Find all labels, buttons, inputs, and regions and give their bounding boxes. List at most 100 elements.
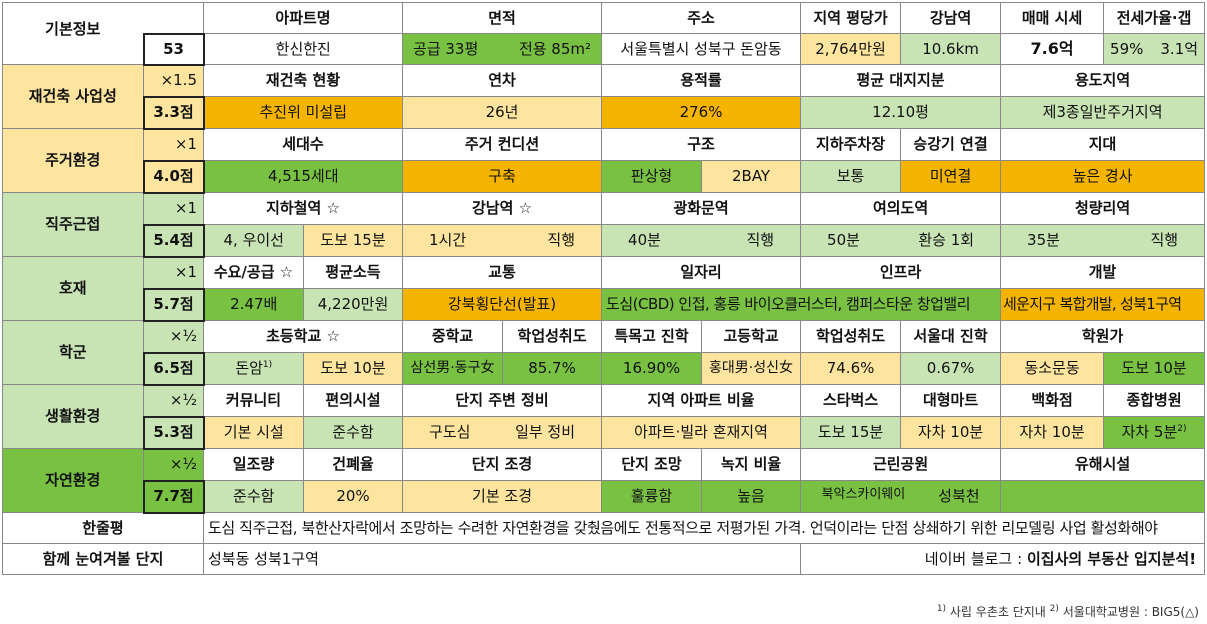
park-value: 북악스카이웨이 성북천	[800, 480, 1002, 513]
apt-name-header: 아파트명	[202, 2, 404, 34]
school-score: 6.5점	[142, 351, 205, 386]
summary-row: 한줄평 도심 직주근접, 북한산자락에서 조망하는 수려한 자연환경을 갖췄음에…	[2, 512, 1206, 544]
yeouido-commute-value: 50분 환승 1회	[800, 224, 1002, 257]
jobs-header: 일자리	[601, 256, 802, 289]
nature-weight: ×½	[143, 448, 204, 481]
income-value: 4,220만원	[302, 288, 404, 321]
summary-label: 한줄평	[2, 512, 204, 544]
nature-value-row: 7.7점 준수함 20% 기본 조경 훌륭함 높음 북악스카이웨이 성북천	[3, 479, 1206, 514]
community-value: 기본 시설	[203, 416, 304, 449]
high-achievement-value: 74.6%	[800, 352, 902, 385]
condition-header: 주거 컨디션	[402, 128, 603, 161]
elementary-name-value: 돈암1)	[203, 352, 304, 385]
life-weight: ×½	[143, 384, 204, 417]
income-header: 평균소득	[302, 256, 404, 289]
basic-value-row: 53 한신한진 공급 33평 전용 85m² 서울특별시 성북구 돈암동 2,76…	[3, 32, 1206, 66]
together-row: 함께 눈여겨볼 단지 성북동 성북1구역 네이버 블로그 : 이집사의 부동산 …	[2, 543, 1206, 575]
hospital-value: 자차 5분2)	[1103, 416, 1206, 449]
apt-name: 한신한진	[202, 33, 404, 65]
coverage-header: 건폐율	[302, 448, 404, 481]
apt-ratio-header: 지역 아파트 비율	[601, 384, 802, 417]
structure-header: 구조	[601, 128, 802, 161]
development-value: 세운지구 복합개발, 성북1구역	[1000, 288, 1206, 321]
dev-weight: ×1	[143, 256, 204, 289]
gangnam-station-header: 강남역 ☆	[402, 192, 603, 225]
high-achievement-header: 학업성취도	[800, 320, 902, 353]
middle-achievement-header: 학업성취도	[502, 320, 603, 353]
commute-header-row: 직주근접 ×1 지하철역 ☆ 강남역 ☆ 광화문역 여의도역 청량리역	[2, 192, 1206, 257]
jeonse-ratio-header: 전세가율·갭	[1103, 2, 1206, 34]
school-header-row: 학군 ×½ 초등학교 ☆ 중학교 학업성취도 특목고 진학 고등학교 학업성취도…	[2, 320, 1206, 385]
gangnam-commute-value: 1시간 직행	[402, 224, 603, 257]
dept-store-value: 자차 10분	[1000, 416, 1105, 449]
elementary-walk-value: 도보 10분	[302, 352, 404, 385]
surround-value: 구도심 일부 정비	[402, 416, 603, 449]
mart-value: 자차 10분	[900, 416, 1002, 449]
sunlight-value: 준수함	[203, 480, 304, 513]
transport-header: 교통	[402, 256, 603, 289]
price-per-pyeong-value: 2,764만원	[800, 33, 902, 65]
high-school-header: 고등학교	[701, 320, 802, 353]
rebuild-label: 재건축 사업성	[2, 64, 144, 129]
life-label: 생활환경	[2, 384, 144, 449]
living-header-row: 주거환경 ×1 세대수 주거 컨디션 구조 지하주차장 승강기 연결 지대	[2, 128, 1206, 193]
nature-header-row: 자연환경 ×½ 일조량 건폐율 단지 조경 단지 조망 녹지 비율 근린공원 유…	[2, 448, 1206, 513]
community-header: 커뮤니티	[203, 384, 304, 417]
living-score: 4.0점	[142, 159, 205, 194]
far-header: 용적률	[601, 64, 802, 97]
snu-header: 서울대 진학	[900, 320, 1002, 353]
age-header: 연차	[402, 64, 603, 97]
academy-header: 학원가	[1000, 320, 1206, 353]
supply-header: 수요/공급 ☆	[203, 256, 304, 289]
middle-achievement-value: 85.7%	[502, 352, 603, 385]
subway-line-value: 4, 우이선	[203, 224, 304, 257]
life-value-row: 5.3점 기본 시설 준수함 구도심 일부 정비 아파트·빌라 혼재지역 도보 1…	[3, 415, 1206, 450]
zoning-header: 용도지역	[1000, 64, 1206, 97]
middle-school-header: 중학교	[402, 320, 504, 353]
hospital-header: 종합병원	[1103, 384, 1206, 417]
area-value: 공급 33평 전용 85m²	[402, 33, 603, 65]
cheongnyangni-header: 청량리역	[1000, 192, 1206, 225]
coverage-value: 20%	[302, 480, 404, 513]
together-label: 함께 눈여겨볼 단지	[2, 543, 204, 575]
dept-store-header: 백화점	[1000, 384, 1105, 417]
commute-value-row: 5.4점 4, 우이선 도보 15분 1시간 직행 40분 직행 50분 환승 1회 …	[3, 223, 1206, 258]
school-weight: ×½	[143, 320, 204, 353]
supply-value: 2.47배	[203, 288, 304, 321]
gangnam-header: 강남역	[900, 2, 1002, 34]
rebuild-value-row: 3.3점 추진위 미설립 26년 276% 12.10평 제3종일반주거지역	[3, 95, 1206, 130]
living-weight: ×1	[143, 128, 204, 161]
jobs-infra-value: 도심(CBD) 인접, 홍릉 바이오클러스터, 캠퍼스타운 창업밸리	[601, 288, 1002, 321]
school-value-row: 6.5점 돈암1) 도보 10분 삼선男·동구女 85.7% 16.90% 홍대…	[3, 351, 1206, 386]
rebuild-score: 3.3점	[142, 95, 205, 130]
summary-text: 도심 직주근접, 북한산자락에서 조망하는 수려한 자연환경을 갖췄음에도 전통…	[202, 512, 1206, 544]
blog-credit: 네이버 블로그 : 이집사의 부동산 입지분석!	[800, 543, 1206, 575]
cheongnyangni-commute-value: 35분 직행	[1000, 224, 1206, 257]
terrain-value: 높은 경사	[1000, 160, 1206, 193]
hazard-header: 유해시설	[1000, 448, 1206, 481]
dev-value-row: 5.7점 2.47배 4,220만원 강북횡단선(발표) 도심(CBD) 인접,…	[3, 287, 1206, 322]
price-per-pyeong-header: 지역 평당가	[800, 2, 902, 34]
landscape-value: 기본 조경	[402, 480, 603, 513]
address-value: 서울특별시 성북구 돈암동	[601, 33, 802, 65]
park-header: 근린공원	[800, 448, 1002, 481]
footnote: 1) 사립 우촌초 단지내 2) 서울대학교병원 : BIG5(△)	[936, 604, 1199, 619]
mart-header: 대형마트	[900, 384, 1002, 417]
landscape-header: 단지 조경	[402, 448, 603, 481]
area-header: 면적	[402, 2, 603, 34]
convenience-header: 편의시설	[302, 384, 404, 417]
living-value-row: 4.0점 4,515세대 구축 판상형 2BAY 보통 미연결 높은 경사	[3, 159, 1206, 194]
academy-walk-value: 도보 10분	[1103, 352, 1206, 385]
rebuild-status-header: 재건축 현황	[202, 64, 404, 97]
land-share-value: 12.10평	[800, 96, 1002, 129]
starbucks-value: 도보 15분	[800, 416, 902, 449]
life-score: 5.3점	[142, 415, 205, 450]
commute-label: 직주근접	[2, 192, 144, 257]
parking-header: 지하주차장	[800, 128, 902, 161]
rebuild-header-row: 재건축 사업성 ×1.5 재건축 현황 연차 용적률 평균 대지지분 용도지역	[2, 64, 1206, 129]
zoning-value: 제3종일반주거지역	[1000, 96, 1206, 129]
basic-label: 기본정보	[2, 2, 144, 65]
structure-bay-value: 2BAY	[701, 160, 802, 193]
far-value: 276%	[601, 96, 802, 129]
hazard-value	[1000, 480, 1206, 513]
